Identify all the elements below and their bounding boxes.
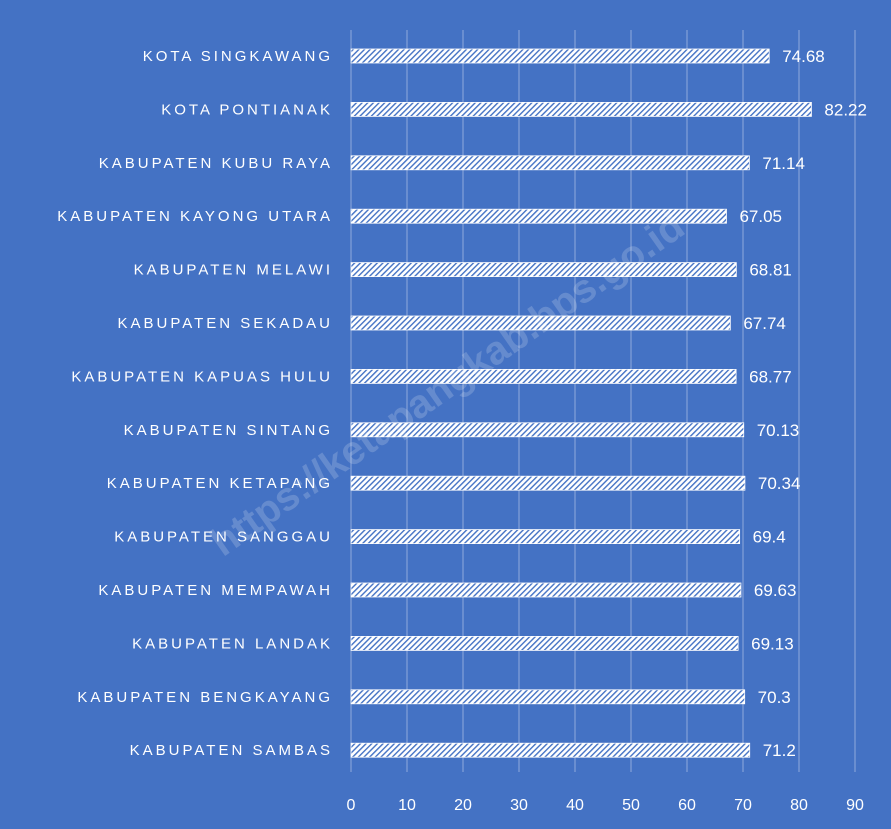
- category-label: KABUPATEN MELAWI: [134, 262, 333, 279]
- x-tick-label: 60: [678, 797, 696, 814]
- category-label: KABUPATEN LANDAK: [132, 635, 333, 652]
- value-label: 82.22: [824, 100, 867, 119]
- category-label: KOTA PONTIANAK: [161, 101, 333, 118]
- bar: [350, 636, 739, 651]
- category-label: KABUPATEN KUBU RAYA: [99, 155, 333, 172]
- category-label: KABUPATEN KAPUAS HULU: [71, 368, 333, 385]
- category-label: KABUPATEN KAYONG UTARA: [57, 208, 333, 225]
- bar: [350, 422, 745, 438]
- value-label: 70.34: [758, 474, 801, 493]
- bar: [350, 368, 737, 384]
- x-tick-label: 10: [398, 797, 416, 814]
- value-labels: 74.68 82.22 71.14 67.05 68.81 67.74 68.77 70.13…: [739, 47, 866, 760]
- bars: [350, 48, 812, 758]
- bar: [350, 689, 746, 705]
- category-labels: KOTA SINGKAWANG KOTA PONTIANAK KABUPATEN K…: [57, 48, 334, 759]
- gridlines: [350, 30, 856, 772]
- bar: [350, 529, 741, 544]
- category-label: KABUPATEN BENGKAYANG: [77, 689, 333, 706]
- value-label: 70.3: [758, 688, 791, 707]
- x-tick-label: 80: [790, 797, 808, 814]
- x-tick-label: 40: [566, 797, 584, 814]
- category-label: KABUPATEN SAMBAS: [130, 742, 333, 759]
- value-label: 69.13: [751, 634, 794, 653]
- bar: [350, 262, 737, 278]
- category-label: KABUPATEN KETAPANG: [107, 475, 333, 492]
- category-label: KABUPATEN SINTANG: [124, 422, 333, 439]
- x-tick-label: 20: [454, 797, 472, 814]
- bar: [350, 315, 731, 331]
- value-label: 74.68: [782, 47, 825, 66]
- bar: [350, 742, 751, 758]
- x-axis-tick-labels: 0 10 20 30 40 50 60 70 80 90: [347, 797, 864, 814]
- bar: [350, 155, 750, 171]
- value-label: 67.74: [743, 314, 786, 333]
- x-tick-label: 0: [347, 797, 356, 814]
- bar: [350, 475, 746, 491]
- value-label: 68.77: [749, 367, 792, 386]
- value-label: 71.2: [763, 741, 796, 760]
- bar: [350, 102, 812, 117]
- x-tick-label: 50: [622, 797, 640, 814]
- category-label: KABUPATEN MEMPAWAH: [98, 582, 333, 599]
- x-tick-label: 70: [734, 797, 752, 814]
- bar: [350, 208, 727, 224]
- value-label: 71.14: [762, 154, 805, 173]
- value-label: 70.13: [757, 421, 800, 440]
- bar: [350, 48, 770, 64]
- value-label: 68.81: [749, 261, 792, 280]
- category-label: KABUPATEN SANGGAU: [114, 529, 333, 546]
- x-tick-label: 90: [846, 797, 864, 814]
- value-label: 69.4: [753, 528, 786, 547]
- x-tick-label: 30: [510, 797, 528, 814]
- bar: [350, 582, 742, 598]
- category-label: KOTA SINGKAWANG: [143, 48, 333, 65]
- value-label: 67.05: [739, 207, 782, 226]
- category-label: KABUPATEN SEKADAU: [118, 315, 334, 332]
- value-label: 69.63: [754, 581, 797, 600]
